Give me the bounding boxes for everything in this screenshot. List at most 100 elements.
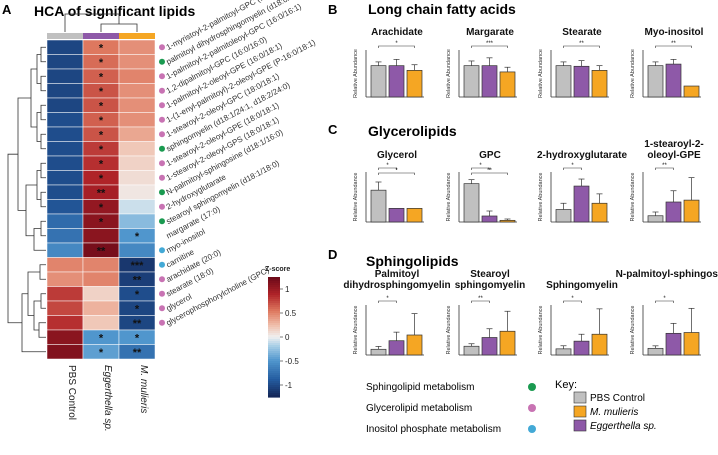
pathway-dot [159,58,165,65]
bar-chart-title: Myo-inositol [645,27,704,38]
significance-bracket [563,300,582,303]
colorbar-segment [268,367,280,370]
key-label-pbs: PBS Control [590,393,645,404]
panel-c-title: Glycerolipids [368,123,457,139]
heatmap-cell [46,170,84,186]
bar [683,332,700,356]
heatmap-chart: * 1-myristoyl-2-palmitoyl-GPC (14:0/16:0)… [7,0,317,432]
significance-star: ** [133,347,142,359]
row-dendrogram [36,54,41,84]
colorbar-segment [268,335,280,338]
colorbar-segment [268,295,280,298]
significance-star: * [99,158,104,170]
bar-chart-title: dihydrosphingomyelin [343,280,450,291]
significance-label: * [395,41,398,47]
heatmap-cell [46,199,84,215]
significance-label: * [571,296,574,302]
pathway-dot [159,116,165,123]
panel-d-letter: D [328,247,337,262]
heatmap-cell [46,286,84,302]
significance-label: ** [579,41,584,47]
bar [683,85,700,98]
bar [665,332,682,356]
colorbar-tick-label: -1 [285,381,293,390]
colorbar-segment [268,287,280,290]
bar [591,70,608,98]
colorbar-segment [268,359,280,362]
colorbar-segment [268,323,280,326]
row-dendrogram [39,264,46,280]
pathway-dot [159,261,165,268]
significance-label: * [571,163,574,169]
colorbar-segment [268,373,280,376]
key-swatch-pbs [573,391,587,404]
significance-star: * [135,332,140,344]
row-dendrogram [36,112,41,142]
bar-chart-title: N-palmitoyl-sphingosine [616,269,718,280]
bar [573,340,590,356]
pathway-dot [159,145,165,152]
colorbar-segment [268,325,280,328]
bar [665,201,682,223]
significance-star: * [99,57,104,69]
column-color-bar [119,33,155,39]
significance-star: * [135,303,140,315]
significance-star: ** [133,274,142,286]
significance-star: ** [133,318,142,330]
colorbar-segment [268,317,280,320]
colorbar-segment [268,279,280,282]
significance-label: ** [478,296,483,302]
key-label-mulieris: M. mulieris [590,407,638,418]
colorbar-segment [268,289,280,292]
heatmap-cell [46,97,84,113]
significance-star: * [99,202,104,214]
pathway-dot [159,87,165,94]
colorbar-segment [268,333,280,336]
heatmap-cell [46,39,84,55]
significance-star: * [99,347,104,359]
heatmap-cell [118,170,156,186]
bar-chart-title: Glycerol [377,150,417,161]
colorbar-segment [268,371,280,374]
significance-bracket [563,45,600,48]
bar [463,65,480,98]
colorbar-segment [268,307,280,310]
row-dendrogram [40,293,46,309]
bar [388,208,405,223]
y-axis-label: Relative Abundance [538,49,544,98]
pathway-dot [159,203,165,210]
significance-star: * [99,173,104,185]
heatmap-cell [46,155,84,171]
row-dendrogram [40,75,46,92]
colorbar-segment [268,339,280,342]
significance-star: ** [97,187,106,199]
colorbar-segment [268,345,280,348]
heatmap-cell [118,112,156,128]
colorbar-tick-label: 0 [285,333,290,342]
row-dendrogram [40,46,46,63]
pathway-dot [159,305,165,312]
bar [573,65,590,98]
colorbar-tick-label: 1 [285,285,290,294]
heatmap-cell [118,126,156,142]
panel-b-title: Long chain fatty acids [368,1,516,17]
colorbar-segment [268,293,280,296]
key-swatch-eggerthella [573,419,587,432]
bar [555,65,572,98]
bar [370,65,387,98]
colorbar-segment [268,311,280,314]
bar [665,63,682,98]
heatmap-cell [46,257,84,273]
significance-bracket [378,300,397,303]
heatmap-cell [82,271,120,287]
heatmap-cell [82,300,120,316]
column-color-bar [83,33,119,39]
significance-bracket [655,167,674,170]
colorbar-segment [268,363,280,366]
colorbar-segment [268,355,280,358]
heatmap-cell [118,242,156,258]
heatmap-cell [46,228,84,244]
colorbar-segment [268,377,280,380]
key-swatch-mulieris [573,405,587,418]
colorbar-segment [268,303,280,306]
